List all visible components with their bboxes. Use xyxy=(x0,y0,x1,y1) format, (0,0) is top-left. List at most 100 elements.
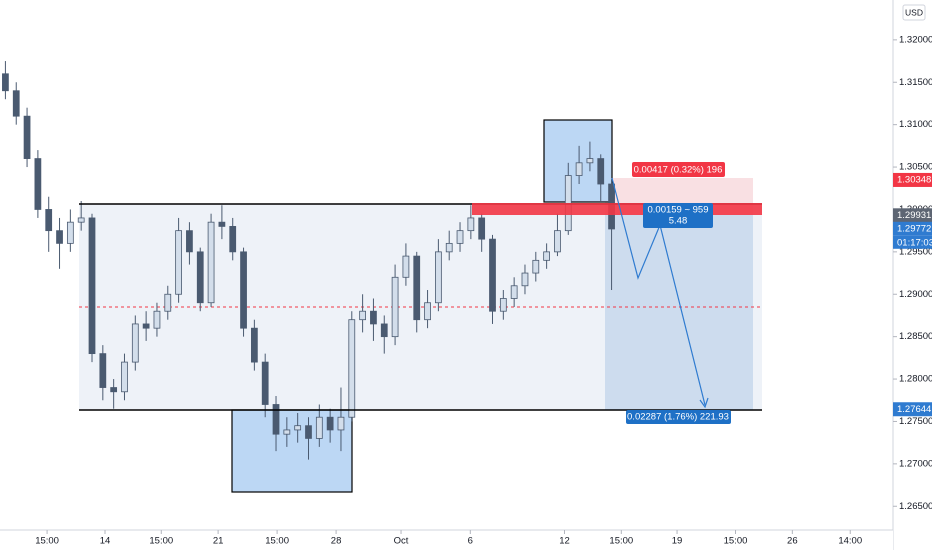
x-tick-label: 15:00 xyxy=(35,536,59,547)
y-tick-label: 1.29500 xyxy=(899,246,932,257)
y-tick-label: 1.29000 xyxy=(899,289,932,300)
y-tick-label: 1.28000 xyxy=(899,374,932,385)
candle-body xyxy=(229,226,237,253)
candle-body xyxy=(175,230,182,295)
candle-body xyxy=(554,230,561,253)
candle-body xyxy=(2,73,9,92)
x-tick-label: 15:00 xyxy=(609,536,633,547)
candle-body xyxy=(402,255,410,278)
price-tag xyxy=(893,221,932,236)
x-tick-label: 21 xyxy=(213,536,224,547)
candle-body xyxy=(326,416,334,431)
price-tag xyxy=(893,208,932,223)
y-tick-label: 1.31500 xyxy=(899,77,932,88)
candle-body xyxy=(45,209,53,232)
candle-body xyxy=(489,238,496,312)
x-tick-label: 28 xyxy=(331,536,342,547)
projection-arrow xyxy=(611,177,706,406)
target-label: 0.02287 (1.76%) 221.93 xyxy=(627,412,729,423)
price-axis xyxy=(893,0,932,550)
candle-body xyxy=(456,230,464,244)
candle-body xyxy=(532,259,540,274)
candle-body xyxy=(445,242,453,253)
y-tick-label: 1.26500 xyxy=(899,501,932,512)
arrow-head xyxy=(699,397,709,409)
candle-body xyxy=(586,158,594,164)
candle-body xyxy=(110,387,118,393)
x-tick-label: Oct xyxy=(394,536,409,547)
x-tick-label: 6 xyxy=(468,536,473,547)
target-zone xyxy=(605,215,753,410)
candle-body xyxy=(499,298,507,312)
countdown: 01:17:03 xyxy=(897,237,932,248)
candle-body xyxy=(435,251,442,304)
demand-box xyxy=(231,409,353,493)
y-tick-label: 1.27500 xyxy=(899,416,932,427)
candle-body xyxy=(380,323,388,338)
candle-body xyxy=(348,319,356,418)
x-tick-label: 19 xyxy=(672,536,683,547)
candle-body xyxy=(478,217,486,240)
candle-body xyxy=(218,221,226,227)
candle-body xyxy=(66,221,74,244)
currency-box[interactable] xyxy=(902,4,926,21)
x-tick-label: 14:00 xyxy=(838,536,862,547)
candle-body xyxy=(186,230,193,253)
x-tick-label: 15:00 xyxy=(265,536,289,547)
resistance-zone xyxy=(472,203,762,215)
price-tag xyxy=(893,172,932,187)
x-tick-label: 15:00 xyxy=(724,536,748,547)
ratio-value: 5.48 xyxy=(669,216,688,227)
x-tick-label: 15:00 xyxy=(149,536,173,547)
candle-body xyxy=(272,404,280,435)
candle-body xyxy=(370,310,377,325)
currency: USD xyxy=(905,7,923,17)
candle-body xyxy=(121,361,128,393)
candle-body xyxy=(391,276,399,338)
candle-body xyxy=(294,425,302,431)
candle-body xyxy=(467,217,475,232)
time-axis xyxy=(0,530,893,550)
y-tick-label: 1.32000 xyxy=(899,34,932,45)
candle-body xyxy=(261,361,269,405)
candle-body xyxy=(23,115,31,159)
candle-body xyxy=(240,251,247,329)
candle-body xyxy=(131,323,139,363)
price-tag xyxy=(893,402,932,417)
countdown-box xyxy=(893,235,932,249)
candle-body xyxy=(597,158,605,185)
candle-body xyxy=(424,302,431,321)
candle-body xyxy=(77,217,85,223)
price-tag-label: 1.27644 xyxy=(897,404,931,415)
candle-body xyxy=(164,293,172,312)
x-tick-label: 26 xyxy=(787,536,798,547)
candle-body xyxy=(99,353,107,388)
x-tick-label: 12 xyxy=(559,536,570,547)
x-tick-label: 14 xyxy=(100,536,111,547)
ratio-label-box xyxy=(643,203,713,228)
price-tag-label: 1.29931 xyxy=(897,210,931,221)
candle-body xyxy=(88,217,96,355)
y-tick-label: 1.31000 xyxy=(899,119,932,130)
candle-body xyxy=(521,272,529,287)
candle-body xyxy=(359,310,366,321)
price-tag-label: 1.30348 xyxy=(897,174,931,185)
candle-body xyxy=(315,416,323,439)
candle-body xyxy=(575,162,583,176)
candle-body xyxy=(305,425,312,439)
y-tick-label: 1.30500 xyxy=(899,162,932,173)
target-label-box xyxy=(626,410,731,424)
candle-body xyxy=(207,221,215,304)
price-tag-label: 1.29772 xyxy=(897,223,931,234)
candle-body xyxy=(250,327,258,363)
candle-body xyxy=(153,310,161,329)
candle-body xyxy=(34,158,42,210)
candle-body xyxy=(142,323,150,329)
candle-body xyxy=(413,255,421,321)
ratio-label: 0.00159 ~ 959 xyxy=(647,205,708,216)
y-tick-label: 1.27000 xyxy=(899,458,932,469)
candle-body xyxy=(510,285,518,299)
candle-body xyxy=(283,429,291,435)
